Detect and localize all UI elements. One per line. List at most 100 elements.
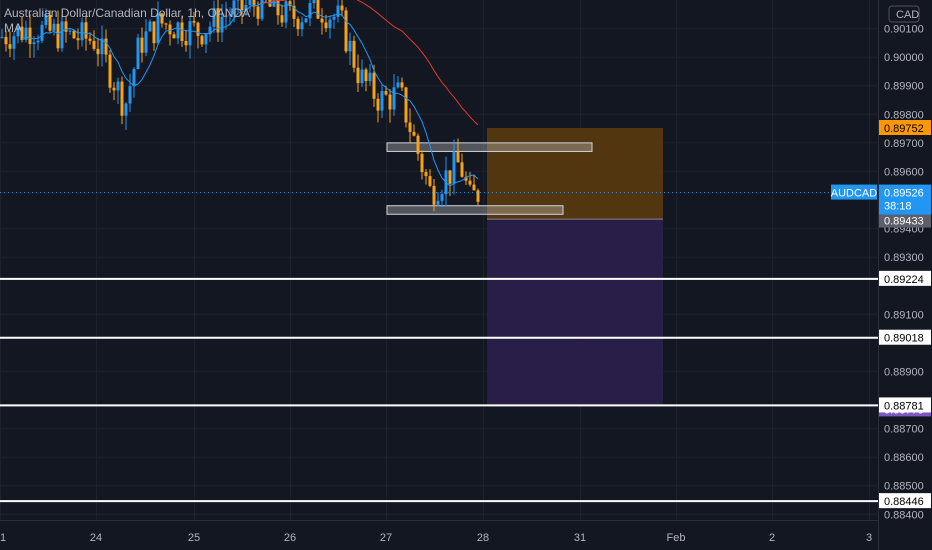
candle-body [384, 91, 388, 95]
currency-button-label: CAD [896, 9, 919, 21]
current-price-value: 0.89526 [884, 188, 924, 200]
candle-body [400, 82, 404, 88]
candle-body [88, 38, 92, 41]
candle-body [112, 87, 116, 91]
price-tick-label: 0.89700 [884, 138, 924, 150]
candle-body [464, 176, 468, 181]
candle-body [140, 37, 144, 53]
candle-body [176, 22, 180, 39]
ma-slow-line [261, 0, 479, 126]
candle-body [148, 21, 152, 32]
candle-body [344, 10, 348, 52]
candle-body [28, 27, 32, 44]
price-tick-label: 0.89300 [884, 252, 924, 264]
candle-body [352, 40, 356, 68]
candle-body [84, 22, 88, 39]
time-tick-label: 25 [188, 532, 200, 544]
price-tick-label: 0.88500 [884, 481, 924, 493]
position-zones [386, 128, 663, 406]
candle-body [272, 0, 276, 7]
candle-body [408, 122, 412, 132]
candle-body [320, 18, 324, 23]
candle-body [292, 5, 296, 19]
candle-body [312, 0, 316, 4]
candle-body [136, 37, 140, 70]
candle-body [356, 67, 360, 84]
candle-body [60, 21, 64, 49]
candle-body [188, 21, 192, 46]
candle-body [396, 82, 400, 88]
candle-body [56, 23, 60, 49]
time-tick-label: 3 [866, 532, 872, 544]
candle-body [180, 22, 184, 41]
candle-body [108, 54, 112, 88]
entry-price-badge [879, 212, 931, 228]
price-tick-label: 0.89800 [884, 109, 924, 121]
candle-body [152, 21, 156, 44]
candle-body [68, 30, 72, 32]
candle-body [24, 27, 28, 40]
candle-body [256, 6, 260, 19]
entry-price-badge-label: 0.89433 [884, 216, 924, 228]
time-tick-label: 21 [0, 532, 6, 544]
candle-body [200, 35, 204, 45]
candle-body [284, 1, 288, 23]
candle-body [336, 5, 340, 17]
candle-body [328, 19, 332, 29]
candle-body [132, 69, 136, 87]
candle-body [220, 16, 224, 33]
candle-body [296, 18, 300, 30]
candle-body [16, 26, 20, 37]
candle-body [172, 34, 176, 39]
candle-body [332, 16, 336, 20]
candle-body [8, 44, 12, 49]
candle-body [240, 0, 244, 11]
time-axis[interactable]: 21 24 25 26 27 28 31 Feb 2 3 [0, 520, 878, 550]
candle-body [428, 176, 432, 186]
candle-body [0, 36, 4, 38]
candle-body [196, 22, 200, 36]
currency-button[interactable] [888, 5, 920, 23]
candle-body [116, 81, 120, 91]
candle-body [64, 21, 68, 32]
sr-zone [386, 142, 593, 152]
candle-body [100, 38, 104, 55]
candle-body [308, 3, 312, 19]
candle-body [104, 38, 108, 55]
candle-body [156, 13, 160, 44]
candle-body [424, 172, 428, 177]
stop-price-badge [879, 120, 931, 135]
candle-body [184, 40, 188, 46]
candle-body [372, 72, 376, 99]
candle-body [32, 42, 36, 44]
level-price-badge-label: 0.89224 [884, 274, 924, 286]
candle-body [192, 21, 196, 23]
candle-body [92, 40, 96, 49]
candle-body [252, 0, 256, 7]
time-tick-label: 31 [574, 532, 586, 544]
candle-body [120, 81, 124, 116]
candle-body [40, 24, 44, 41]
time-axis-bg [0, 520, 878, 550]
candle-body [12, 36, 16, 49]
price-badges: 0.897520.894330.887790.892240.890180.887… [831, 120, 931, 509]
candle-body [228, 14, 232, 16]
candle-body [452, 151, 456, 184]
candle-body [456, 151, 460, 163]
candle-body [20, 26, 24, 40]
candle-body [260, 0, 264, 19]
price-tick-label: 0.90100 [884, 24, 924, 36]
price-tick-label: 0.89900 [884, 81, 924, 93]
candle-body [276, 0, 280, 16]
moving-average-lines [0, 0, 878, 194]
candle-body [388, 94, 392, 110]
candle-body [360, 69, 364, 84]
candle-body [368, 72, 372, 82]
candle-body [316, 0, 320, 19]
candle-body [204, 34, 208, 45]
candle-body [232, 0, 236, 15]
candle-body [364, 69, 368, 82]
candle-body [52, 23, 56, 31]
horizontal-levels[interactable] [0, 277, 878, 503]
